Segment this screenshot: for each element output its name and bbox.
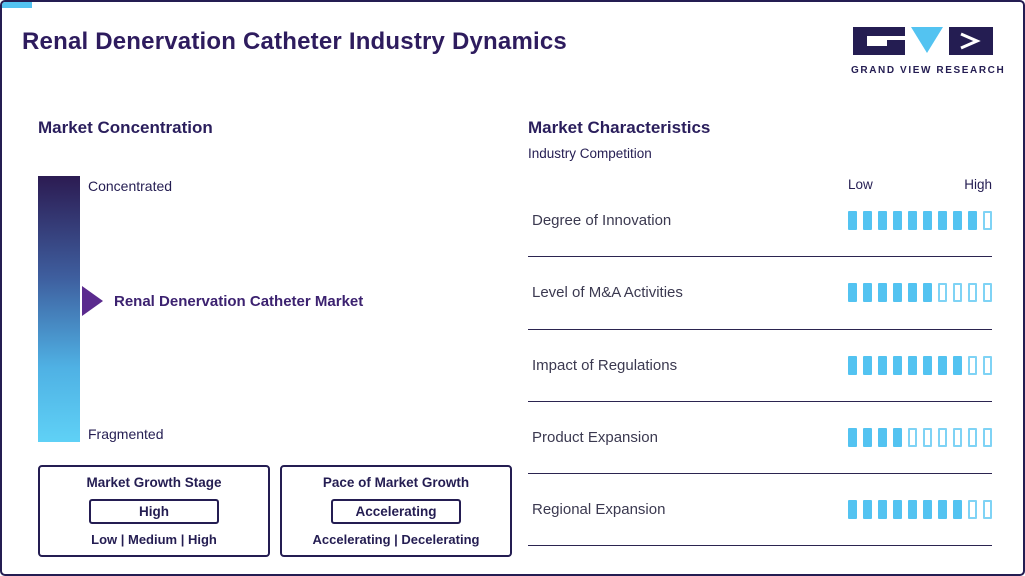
growth-stage-title: Market Growth Stage [86,475,222,490]
characteristic-row: Product Expansion [528,402,992,475]
rating-segment-filled [923,283,932,303]
page-title: Renal Denervation Catheter Industry Dyna… [22,28,567,55]
rating-segment-filled [938,500,947,520]
characteristic-label: Impact of Regulations [532,356,678,374]
logo-v-mark [911,27,943,53]
market-position-label: Renal Denervation Catheter Market [114,293,364,310]
pace-title: Pace of Market Growth [322,475,470,490]
rating-segment-filled [908,355,917,375]
rating-segment-filled [848,355,857,375]
rating-segment-filled [893,283,902,303]
pace-of-growth-box: Pace of Market Growth Accelerating Accel… [280,465,512,557]
rating-bar [848,500,992,520]
characteristic-row: Impact of Regulations [528,330,992,402]
rating-bar [848,355,992,375]
characteristic-label: Level of M&A Activities [532,284,683,302]
rating-segment-filled [938,211,947,231]
rating-segment-filled [968,211,977,231]
rating-segment-filled [863,283,872,303]
rating-segment-filled [863,211,872,231]
rating-segment-filled [878,428,887,448]
rating-segment-empty [983,355,992,375]
rating-segment-filled [848,500,857,520]
market-concentration-heading: Market Concentration [38,118,213,137]
rating-segment-filled [848,211,857,231]
low-label: Low [848,177,873,192]
rating-segment-filled [893,211,902,231]
growth-stage-scale: Low | Medium | High [91,532,217,547]
rating-segment-filled [923,211,932,231]
logo-g-mark [853,27,905,55]
growth-stage-value: High [89,498,219,524]
rating-segment-filled [953,500,962,520]
industry-competition-subtitle: Industry Competition [528,146,652,161]
top-accent-bar [2,2,32,8]
rating-segment-filled [893,355,902,375]
rating-segment-filled [848,428,857,448]
rating-segment-filled [908,283,917,303]
rating-segment-empty [983,428,992,448]
characteristic-label: Product Expansion [532,429,658,447]
rating-segment-empty [968,355,977,375]
rating-segment-filled [863,355,872,375]
pace-value: Accelerating [331,498,461,524]
rating-axis-labels: Low High [848,177,992,192]
rating-segment-filled [878,211,887,231]
rating-segment-filled [863,428,872,448]
rating-segment-filled [953,355,962,375]
rating-segment-filled [848,283,857,303]
rating-segment-filled [878,355,887,375]
fragmented-label: Fragmented [88,426,164,442]
rating-segment-empty [968,428,977,448]
rating-segment-empty [983,283,992,303]
rating-segment-empty [953,428,962,448]
rating-bar [848,283,992,303]
rating-segment-empty [983,500,992,520]
market-growth-stage-box: Market Growth Stage High Low | Medium | … [38,465,270,557]
rating-bar [848,428,992,448]
rating-segment-filled [893,428,902,448]
market-characteristics-heading: Market Characteristics [528,118,711,137]
characteristic-row: Regional Expansion [528,474,992,547]
rating-segment-filled [878,500,887,520]
characteristic-row: Level of M&A Activities [528,257,992,330]
rating-bar [848,211,992,231]
rating-segment-filled [863,500,872,520]
pace-scale: Accelerating | Decelerating [312,532,480,547]
brand-logo-marks [853,27,993,55]
market-position-marker-icon [82,286,103,316]
rating-segment-filled [908,211,917,231]
rating-segment-empty [938,283,947,303]
concentration-gradient-bar [38,176,80,442]
high-label: High [964,177,992,192]
characteristic-label: Degree of Innovation [532,212,672,230]
logo-arrow-icon [960,32,981,50]
rating-segment-empty [923,428,932,448]
rating-segment-filled [878,283,887,303]
characteristic-row: Degree of Innovation [528,185,992,258]
rating-segment-filled [908,500,917,520]
rating-segment-empty [953,283,962,303]
brand-logo-text: GRAND VIEW RESEARCH [851,65,1006,76]
concentrated-label: Concentrated [88,178,173,194]
rating-segment-filled [923,355,932,375]
characteristic-label: Regional Expansion [532,501,666,519]
rating-segment-empty [968,283,977,303]
rating-segment-filled [923,500,932,520]
rating-segment-empty [938,428,947,448]
rating-segment-filled [893,500,902,520]
characteristics-rows: Degree of Innovation Level of M&A Activi… [528,185,992,547]
rating-segment-empty [983,211,992,231]
rating-segment-filled [953,211,962,231]
rating-segment-empty [968,500,977,520]
brand-logo: GRAND VIEW RESEARCH [851,26,1006,76]
rating-segment-empty [908,428,917,448]
rating-segment-filled [938,355,947,375]
logo-r-mark [949,27,993,55]
